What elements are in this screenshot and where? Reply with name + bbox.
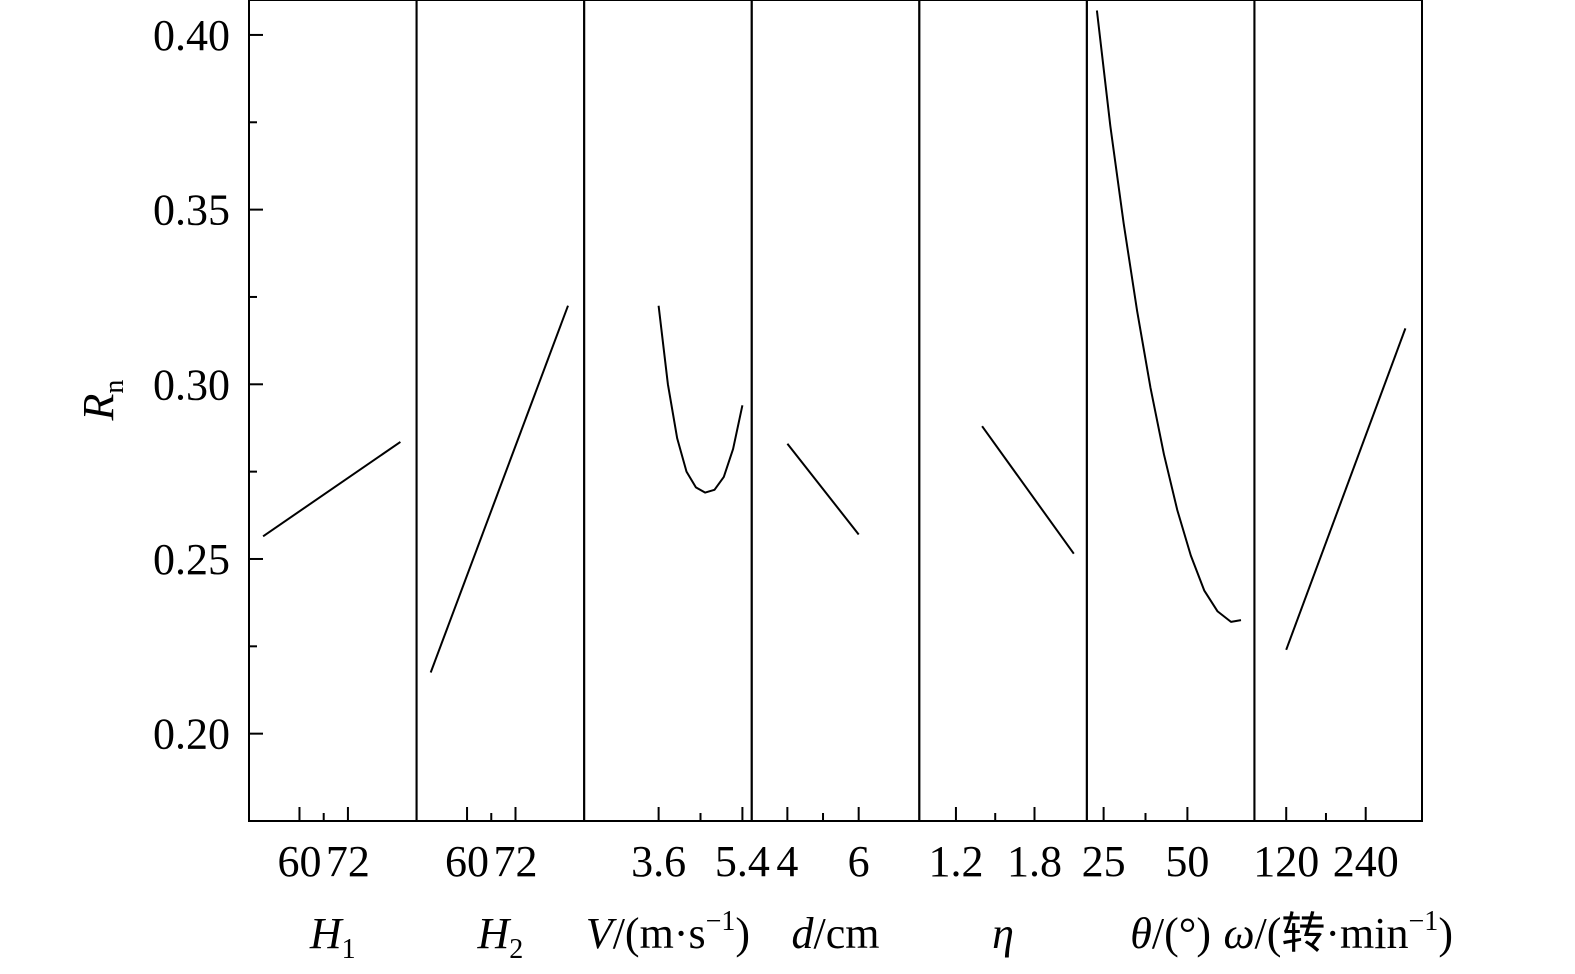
y-axis-title: Rn — [74, 380, 130, 422]
panel-V: 3.6 5.4 V/(m·s−1​) — [583, 0, 770, 958]
x-axis-title-part: ω — [1223, 909, 1254, 958]
panel-frame — [583, 0, 753, 822]
panels-layer: 6072H1​6072H2​3.65.4V/(m·s−1​)46d/cm1.21… — [248, 0, 1453, 965]
x-axis-title: H2​ — [476, 909, 523, 965]
curve-d — [786, 443, 860, 536]
x-axis-title: θ/(°) — [1130, 909, 1211, 958]
x-axis-title-part: /(转·min — [1255, 909, 1409, 958]
panel-frame — [1085, 0, 1256, 822]
panel-frame — [1253, 0, 1424, 822]
panel-omega: 120 240 ω/(转·min−1​) — [1223, 0, 1453, 958]
y-tick-label: 0.35 — [153, 186, 230, 235]
x-tick-label: 50 — [1165, 837, 1209, 886]
x-axis-title-part: /(°) — [1152, 909, 1211, 958]
x-axis-title: V/(m·s−1​) — [586, 906, 750, 958]
x-tick-label: 5.4 — [715, 837, 770, 886]
x-axis-title-part: 2 — [509, 934, 523, 965]
x-tick-label: 25 — [1082, 837, 1126, 886]
curve-V — [657, 305, 744, 494]
panel-frame — [415, 0, 586, 822]
panel-frame — [248, 0, 418, 822]
y-axis-title-text: Rn — [74, 380, 130, 422]
x-tick-label: 240 — [1333, 837, 1399, 886]
y-tick-label: 0.25 — [153, 535, 230, 584]
y-tick-label: 0.40 — [153, 11, 230, 60]
panel-frame — [750, 0, 921, 822]
y-axis-title-main: R — [74, 393, 123, 421]
x-tick-label: 6 — [848, 837, 870, 886]
panel-frame — [918, 0, 1088, 822]
x-axis-title-part: 1 — [342, 934, 356, 965]
x-axis-title-part: η — [992, 909, 1014, 958]
x-axis-title-part: ) — [735, 909, 750, 958]
x-axis-title: ω/(转·min−1​) — [1223, 906, 1453, 958]
y-axis-title-sub: n — [99, 380, 130, 394]
x-axis-title-part: /(m·s — [613, 909, 706, 958]
x-axis-title-part: V — [586, 909, 618, 958]
y-tick-label: 0.20 — [153, 710, 230, 759]
x-axis-title-part: H — [476, 909, 511, 958]
x-axis-title: η — [992, 909, 1014, 958]
x-tick-label: 3.6 — [631, 837, 686, 886]
curve-eta — [981, 425, 1075, 555]
x-axis-title-part: d — [792, 909, 815, 958]
x-tick-label: 60 — [445, 837, 489, 886]
x-axis-title-part: −1 — [1409, 906, 1439, 937]
x-axis-title: d/cm — [792, 909, 880, 958]
y-axis: 0.20 0.25 0.30 0.35 0.40 — [153, 11, 263, 759]
curve-omega — [1285, 328, 1407, 651]
x-tick-label: 120 — [1253, 837, 1319, 886]
curve-H1 — [262, 441, 401, 538]
x-axis-title-part: ) — [1438, 909, 1453, 958]
curve-theta — [1095, 10, 1242, 623]
x-axis-title-part: H — [309, 909, 344, 958]
x-tick-label: 1.2 — [928, 837, 983, 886]
panel-eta: 1.2 1.8 η — [918, 0, 1088, 958]
x-axis-title-part: θ — [1130, 909, 1152, 958]
x-tick-label: 1.8 — [1007, 837, 1062, 886]
x-axis-title: H1​ — [309, 909, 356, 965]
x-tick-label: 60 — [277, 837, 321, 886]
x-tick-label: 72 — [493, 837, 537, 886]
x-tick-label: 72 — [326, 837, 370, 886]
x-tick-label: 4 — [776, 837, 798, 886]
curve-H2 — [429, 305, 569, 673]
x-axis-title-part: /cm — [814, 909, 880, 958]
y-tick-label: 0.30 — [153, 360, 230, 409]
x-axis-title-part: −1 — [706, 906, 736, 937]
panel-theta: 25 50 θ/(°) — [1082, 0, 1256, 958]
panel-d: 4 6d/cm — [750, 0, 921, 958]
